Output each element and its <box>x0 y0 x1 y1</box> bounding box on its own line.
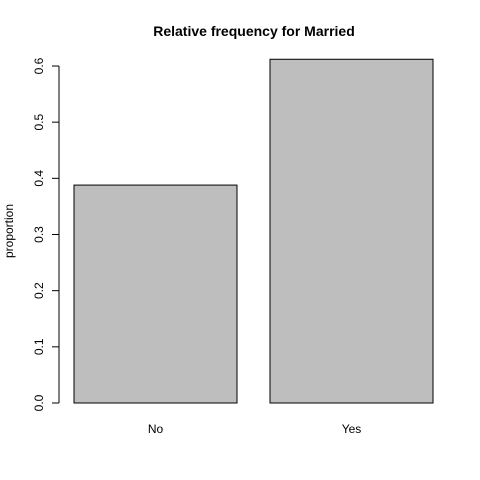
chart-title: Relative frequency for Married <box>153 23 355 39</box>
bars-group <box>73 58 434 404</box>
y-axis: 0.0 0.1 0.2 0.3 0.4 0.5 0.6 <box>32 57 60 411</box>
x-axis-labels: No Yes <box>148 422 361 436</box>
y-tick-label: 0.0 <box>32 394 46 411</box>
bar-yes <box>269 58 434 404</box>
x-category-label: No <box>148 422 164 436</box>
y-tick-label: 0.3 <box>32 226 46 243</box>
y-tick-label: 0.1 <box>32 338 46 355</box>
bar-no <box>73 184 238 404</box>
y-tick-label: 0.6 <box>32 57 46 74</box>
y-tick-label: 0.5 <box>32 114 46 131</box>
x-category-label: Yes <box>342 422 362 436</box>
y-tick-label: 0.2 <box>32 282 46 299</box>
y-axis-label: proportion <box>2 204 16 258</box>
y-tick-label: 0.4 <box>32 170 46 187</box>
